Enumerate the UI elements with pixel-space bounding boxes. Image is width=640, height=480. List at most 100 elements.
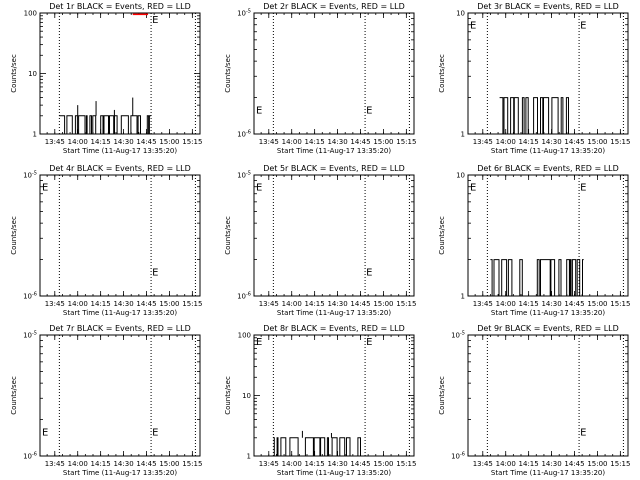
event-marker-label: E — [580, 183, 586, 194]
x-tick-label: 14:45 — [350, 138, 370, 146]
chart-title: Det 3r BLACK = Events, RED = LLD — [477, 2, 619, 11]
x-tick-label: 15:15 — [610, 460, 630, 468]
chart-panel-2: Det 2r BLACK = Events, RED = LLD Counts/s… — [224, 2, 416, 155]
x-tick-label: 15:15 — [610, 138, 630, 146]
x-tick-label: 13:45 — [45, 138, 65, 146]
events-series — [273, 437, 361, 457]
x-tick-label: 14:30 — [113, 460, 133, 468]
x-tick-label: 14:45 — [136, 138, 156, 146]
x-tick-label: 15:15 — [610, 300, 630, 308]
x-axis-label: Start Time (11-Aug-17 13:35:20) — [63, 309, 177, 317]
event-marker-label: E — [470, 21, 476, 32]
chart-panel-9: Det 9r BLACK = Events, RED = LLD Counts/s… — [438, 324, 630, 477]
events-series — [59, 115, 152, 135]
y-tick-label: 10-6 — [451, 452, 465, 461]
y-tick-label: 1 — [461, 131, 465, 139]
y-tick-label: 10-6 — [237, 130, 251, 139]
event-marker-label: E — [152, 267, 158, 278]
x-tick-label: 14:15 — [91, 460, 111, 468]
plot-frame — [39, 334, 201, 457]
x-tick-label: 14:00 — [282, 460, 302, 468]
y-tick-label: 10-5 — [451, 331, 465, 340]
event-marker-label: E — [42, 427, 48, 438]
x-tick-label: 13:45 — [259, 138, 279, 146]
x-tick-label: 14:45 — [350, 300, 370, 308]
x-axis-label: Start Time (11-Aug-17 13:35:20) — [63, 147, 177, 155]
x-tick-label: 15:15 — [396, 138, 416, 146]
event-marker-label: E — [256, 105, 262, 116]
x-tick-label: 14:45 — [350, 460, 370, 468]
x-tick-label: 13:45 — [45, 300, 65, 308]
event-marker-label: E — [580, 427, 586, 438]
x-axis-label: Start Time (11-Aug-17 13:35:20) — [491, 309, 605, 317]
x-tick-label: 13:45 — [259, 300, 279, 308]
chart-panel-4: Det 4r BLACK = Events, RED = LLD Counts/s… — [10, 164, 202, 317]
x-tick-label: 14:45 — [136, 460, 156, 468]
x-axis-label: Start Time (11-Aug-17 13:35:20) — [491, 469, 605, 477]
x-tick-label: 14:30 — [541, 460, 561, 468]
x-tick-label: 14:45 — [564, 300, 584, 308]
x-tick-label: 14:45 — [564, 460, 584, 468]
y-tick-label: 10-6 — [23, 452, 37, 461]
y-tick-label: 1 — [247, 453, 251, 461]
y-tick-label: 10-5 — [23, 331, 37, 340]
y-axis-label: Counts/sec — [10, 216, 18, 255]
x-tick-label: 14:45 — [564, 138, 584, 146]
y-tick-label: 10-5 — [237, 9, 251, 18]
x-tick-label: 14:15 — [519, 138, 539, 146]
chart-title: Det 4r BLACK = Events, RED = LLD — [49, 164, 191, 173]
y-axis-label: Counts/sec — [224, 54, 232, 93]
y-axis-label: Counts/sec — [438, 54, 446, 93]
x-tick-label: 14:30 — [327, 460, 347, 468]
chart-title: Det 9r BLACK = Events, RED = LLD — [477, 324, 619, 333]
x-tick-label: 15:00 — [587, 300, 607, 308]
y-tick-label: 10 — [456, 10, 465, 18]
y-axis-label: Counts/sec — [10, 376, 18, 415]
plot-frame — [467, 12, 629, 135]
y-tick-label: 10 — [28, 70, 37, 78]
x-tick-label: 14:00 — [68, 460, 88, 468]
event-marker-label: E — [256, 183, 262, 194]
chart-panel-6: Det 6r BLACK = Events, RED = LLD Counts/s… — [438, 164, 630, 317]
plot-frame — [253, 174, 415, 297]
event-marker-label: E — [470, 183, 476, 194]
event-marker-label: E — [152, 15, 158, 26]
y-tick-label: 1 — [33, 131, 37, 139]
x-tick-label: 14:00 — [496, 138, 516, 146]
chart-title: Det 2r BLACK = Events, RED = LLD — [263, 2, 405, 11]
x-tick-label: 14:15 — [305, 460, 325, 468]
event-marker-label: E — [366, 105, 372, 116]
chart-panel-7: Det 7r BLACK = Events, RED = LLD Counts/s… — [10, 324, 202, 477]
y-tick-label: 100 — [24, 10, 37, 18]
event-marker-label: E — [256, 337, 262, 348]
x-tick-label: 15:00 — [159, 138, 179, 146]
x-tick-label: 14:30 — [327, 300, 347, 308]
x-tick-label: 13:45 — [473, 300, 493, 308]
x-tick-label: 15:00 — [587, 460, 607, 468]
x-tick-label: 14:45 — [136, 300, 156, 308]
x-axis-label: Start Time (11-Aug-17 13:35:20) — [491, 147, 605, 155]
y-tick-label: 10 — [242, 392, 251, 400]
y-tick-label: 10-5 — [237, 171, 251, 180]
x-tick-label: 14:15 — [519, 460, 539, 468]
x-tick-label: 15:15 — [396, 460, 416, 468]
x-tick-label: 14:00 — [496, 300, 516, 308]
x-tick-label: 14:30 — [327, 138, 347, 146]
x-tick-label: 13:45 — [259, 460, 279, 468]
x-tick-label: 14:15 — [305, 300, 325, 308]
x-tick-label: 15:15 — [182, 300, 202, 308]
chart-panel-8: Det 8r BLACK = Events, RED = LLD Counts/s… — [224, 324, 416, 477]
x-tick-label: 15:00 — [373, 300, 393, 308]
plot-frame — [467, 174, 629, 297]
y-axis-label: Counts/sec — [224, 216, 232, 255]
plot-frame — [467, 334, 629, 457]
x-tick-label: 14:00 — [68, 300, 88, 308]
x-tick-label: 14:30 — [113, 300, 133, 308]
x-tick-label: 14:30 — [541, 300, 561, 308]
y-tick-label: 10-5 — [23, 171, 37, 180]
x-axis-label: Start Time (11-Aug-17 13:35:20) — [277, 469, 391, 477]
y-tick-label: 100 — [238, 332, 251, 340]
x-axis-label: Start Time (11-Aug-17 13:35:20) — [277, 147, 391, 155]
x-tick-label: 14:15 — [91, 300, 111, 308]
y-axis-label: Counts/sec — [438, 216, 446, 255]
